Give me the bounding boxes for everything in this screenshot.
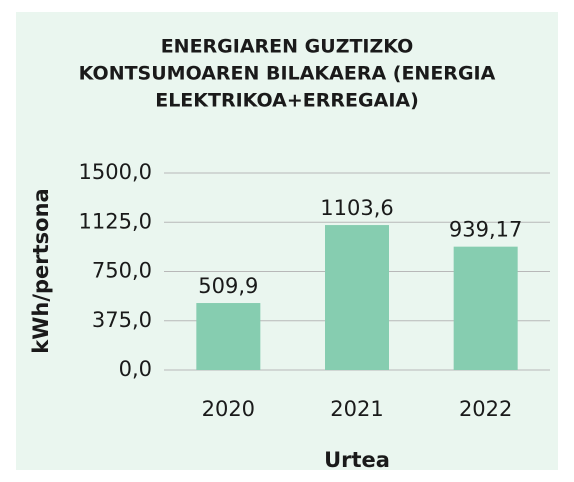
bar xyxy=(325,225,389,370)
data-label: 939,17 xyxy=(449,218,522,242)
data-label: 509,9 xyxy=(198,274,258,298)
chart-title: KONTSUMOAREN BILAKAERA (ENERGIA xyxy=(79,63,496,85)
bar xyxy=(196,303,261,370)
y-tick-label: 375,0 xyxy=(92,308,152,332)
chart-title: ELEKTRIKOA+ERREGAIA) xyxy=(155,90,419,112)
y-tick-label: 1125,0 xyxy=(79,209,152,233)
y-axis-label: kWh/pertsona xyxy=(29,188,53,353)
chart-title: ENERGIAREN GUZTIZKO xyxy=(161,36,414,58)
x-tick-label: 2022 xyxy=(459,397,512,421)
bar xyxy=(453,246,518,370)
x-axis-label: Urtea xyxy=(324,448,390,472)
y-tick-label: 750,0 xyxy=(92,259,152,283)
x-tick-label: 2020 xyxy=(202,397,255,421)
y-tick-label: 1500,0 xyxy=(79,160,152,184)
data-label: 1103,6 xyxy=(320,196,393,220)
x-tick-label: 2021 xyxy=(330,397,383,421)
y-tick-label: 0,0 xyxy=(119,357,152,381)
chart-background xyxy=(16,12,558,470)
